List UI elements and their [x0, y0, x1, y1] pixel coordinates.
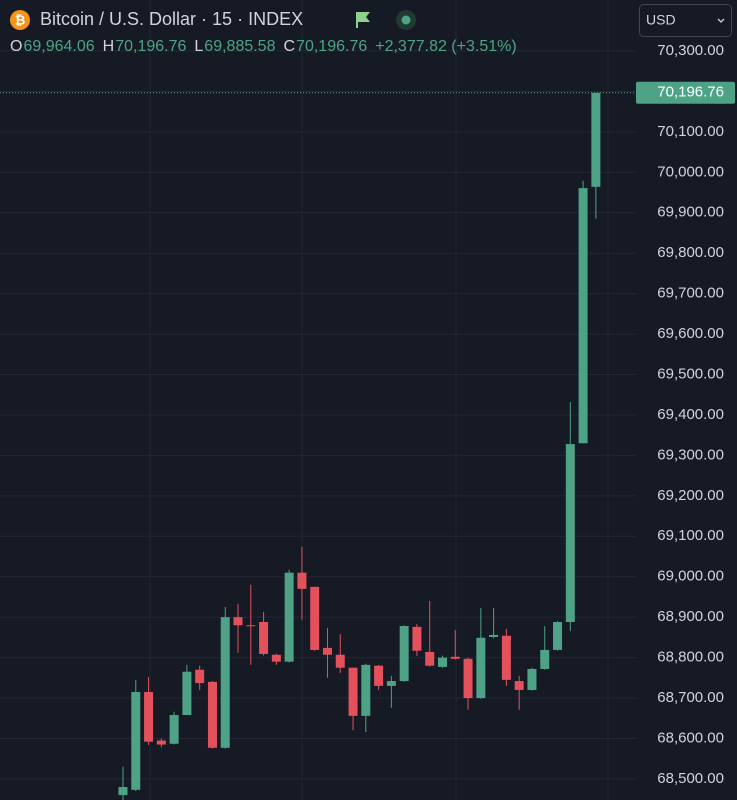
ohlc-key: O — [10, 38, 22, 55]
candle-body — [118, 787, 128, 796]
candle-body — [578, 188, 588, 444]
candle-body — [553, 622, 563, 650]
y-tick-label: 69,500.00 — [657, 365, 724, 382]
ohlc-key: C — [283, 38, 295, 55]
candle-body — [207, 681, 217, 748]
candle-body — [476, 637, 486, 699]
ohlc-value: 70,196.76 — [296, 38, 367, 55]
candle-body — [348, 667, 358, 716]
candle-body — [322, 647, 332, 655]
y-tick-label: 69,300.00 — [657, 446, 724, 463]
candle-body — [463, 658, 473, 699]
select-arrow — [717, 18, 725, 23]
candle-body — [259, 622, 269, 654]
candle-body — [169, 715, 179, 744]
candle-body — [374, 665, 384, 686]
candle-body — [233, 617, 243, 626]
candle-body — [297, 572, 307, 589]
ohlc-key: L — [194, 38, 203, 55]
candle-body — [489, 634, 499, 637]
last-price-tag — [636, 81, 735, 104]
y-tick-label: 69,000.00 — [657, 568, 724, 585]
candle-body — [527, 668, 537, 690]
currency-label: USD — [646, 12, 676, 28]
candle-body — [195, 669, 205, 684]
y-tick-label: 68,500.00 — [657, 770, 724, 787]
candle-body — [271, 654, 281, 662]
y-tick-label: 69,400.00 — [657, 406, 724, 423]
y-tick-label: 68,800.00 — [657, 649, 724, 666]
y-tick-label: 68,900.00 — [657, 608, 724, 625]
y-tick-label: 70,100.00 — [657, 123, 724, 140]
candle-body — [399, 626, 409, 682]
candle-body — [284, 572, 294, 662]
ohlc-value: 69,885.58 — [204, 38, 275, 55]
candle-body — [501, 635, 511, 680]
candle-body — [131, 691, 141, 790]
candle-body — [246, 625, 256, 627]
ohlc-key: H — [103, 38, 115, 55]
candle-body — [425, 651, 435, 666]
y-tick-label: 69,200.00 — [657, 487, 724, 504]
candle-body — [514, 681, 524, 690]
y-tick-label: 70,000.00 — [657, 163, 724, 180]
y-tick-label: 69,700.00 — [657, 285, 724, 302]
candle-body — [310, 586, 320, 650]
currency-select[interactable] — [639, 4, 732, 37]
candle-body — [591, 92, 601, 187]
y-tick-label: 69,600.00 — [657, 325, 724, 342]
candle-body — [540, 649, 550, 669]
candle-body — [335, 654, 345, 668]
candle-body — [361, 664, 371, 716]
candle-body — [438, 657, 447, 667]
candle-body — [386, 681, 396, 686]
y-tick-label: 69,800.00 — [657, 244, 724, 261]
flag-icon[interactable] — [356, 12, 370, 28]
coin-icon — [10, 10, 30, 30]
coin-icon-glyph: ₿ — [15, 12, 26, 27]
candle-body — [565, 444, 575, 623]
candle-body — [450, 656, 460, 659]
y-tick-label: 69,900.00 — [657, 204, 724, 221]
symbol-title: Bitcoin / U.S. Dollar · 15 · INDEX — [40, 9, 303, 29]
candle-body — [220, 617, 230, 748]
ohlc-value: 69,964.06 — [23, 38, 94, 55]
last-price-label: 70,196.76 — [657, 84, 724, 101]
status-dot — [401, 15, 411, 25]
candle-body — [156, 740, 166, 745]
y-tick-label: 70,300.00 — [657, 42, 724, 59]
y-tick-label: 68,700.00 — [657, 689, 724, 706]
candle-body — [412, 626, 422, 651]
y-tick-label: 68,600.00 — [657, 729, 724, 746]
y-tick-label: 69,100.00 — [657, 527, 724, 544]
ohlc-value: 70,196.76 — [115, 38, 186, 55]
candle-body — [182, 671, 192, 716]
change-value: +2,377.82 (+3.51%) — [375, 38, 516, 55]
candle-body — [144, 691, 154, 742]
